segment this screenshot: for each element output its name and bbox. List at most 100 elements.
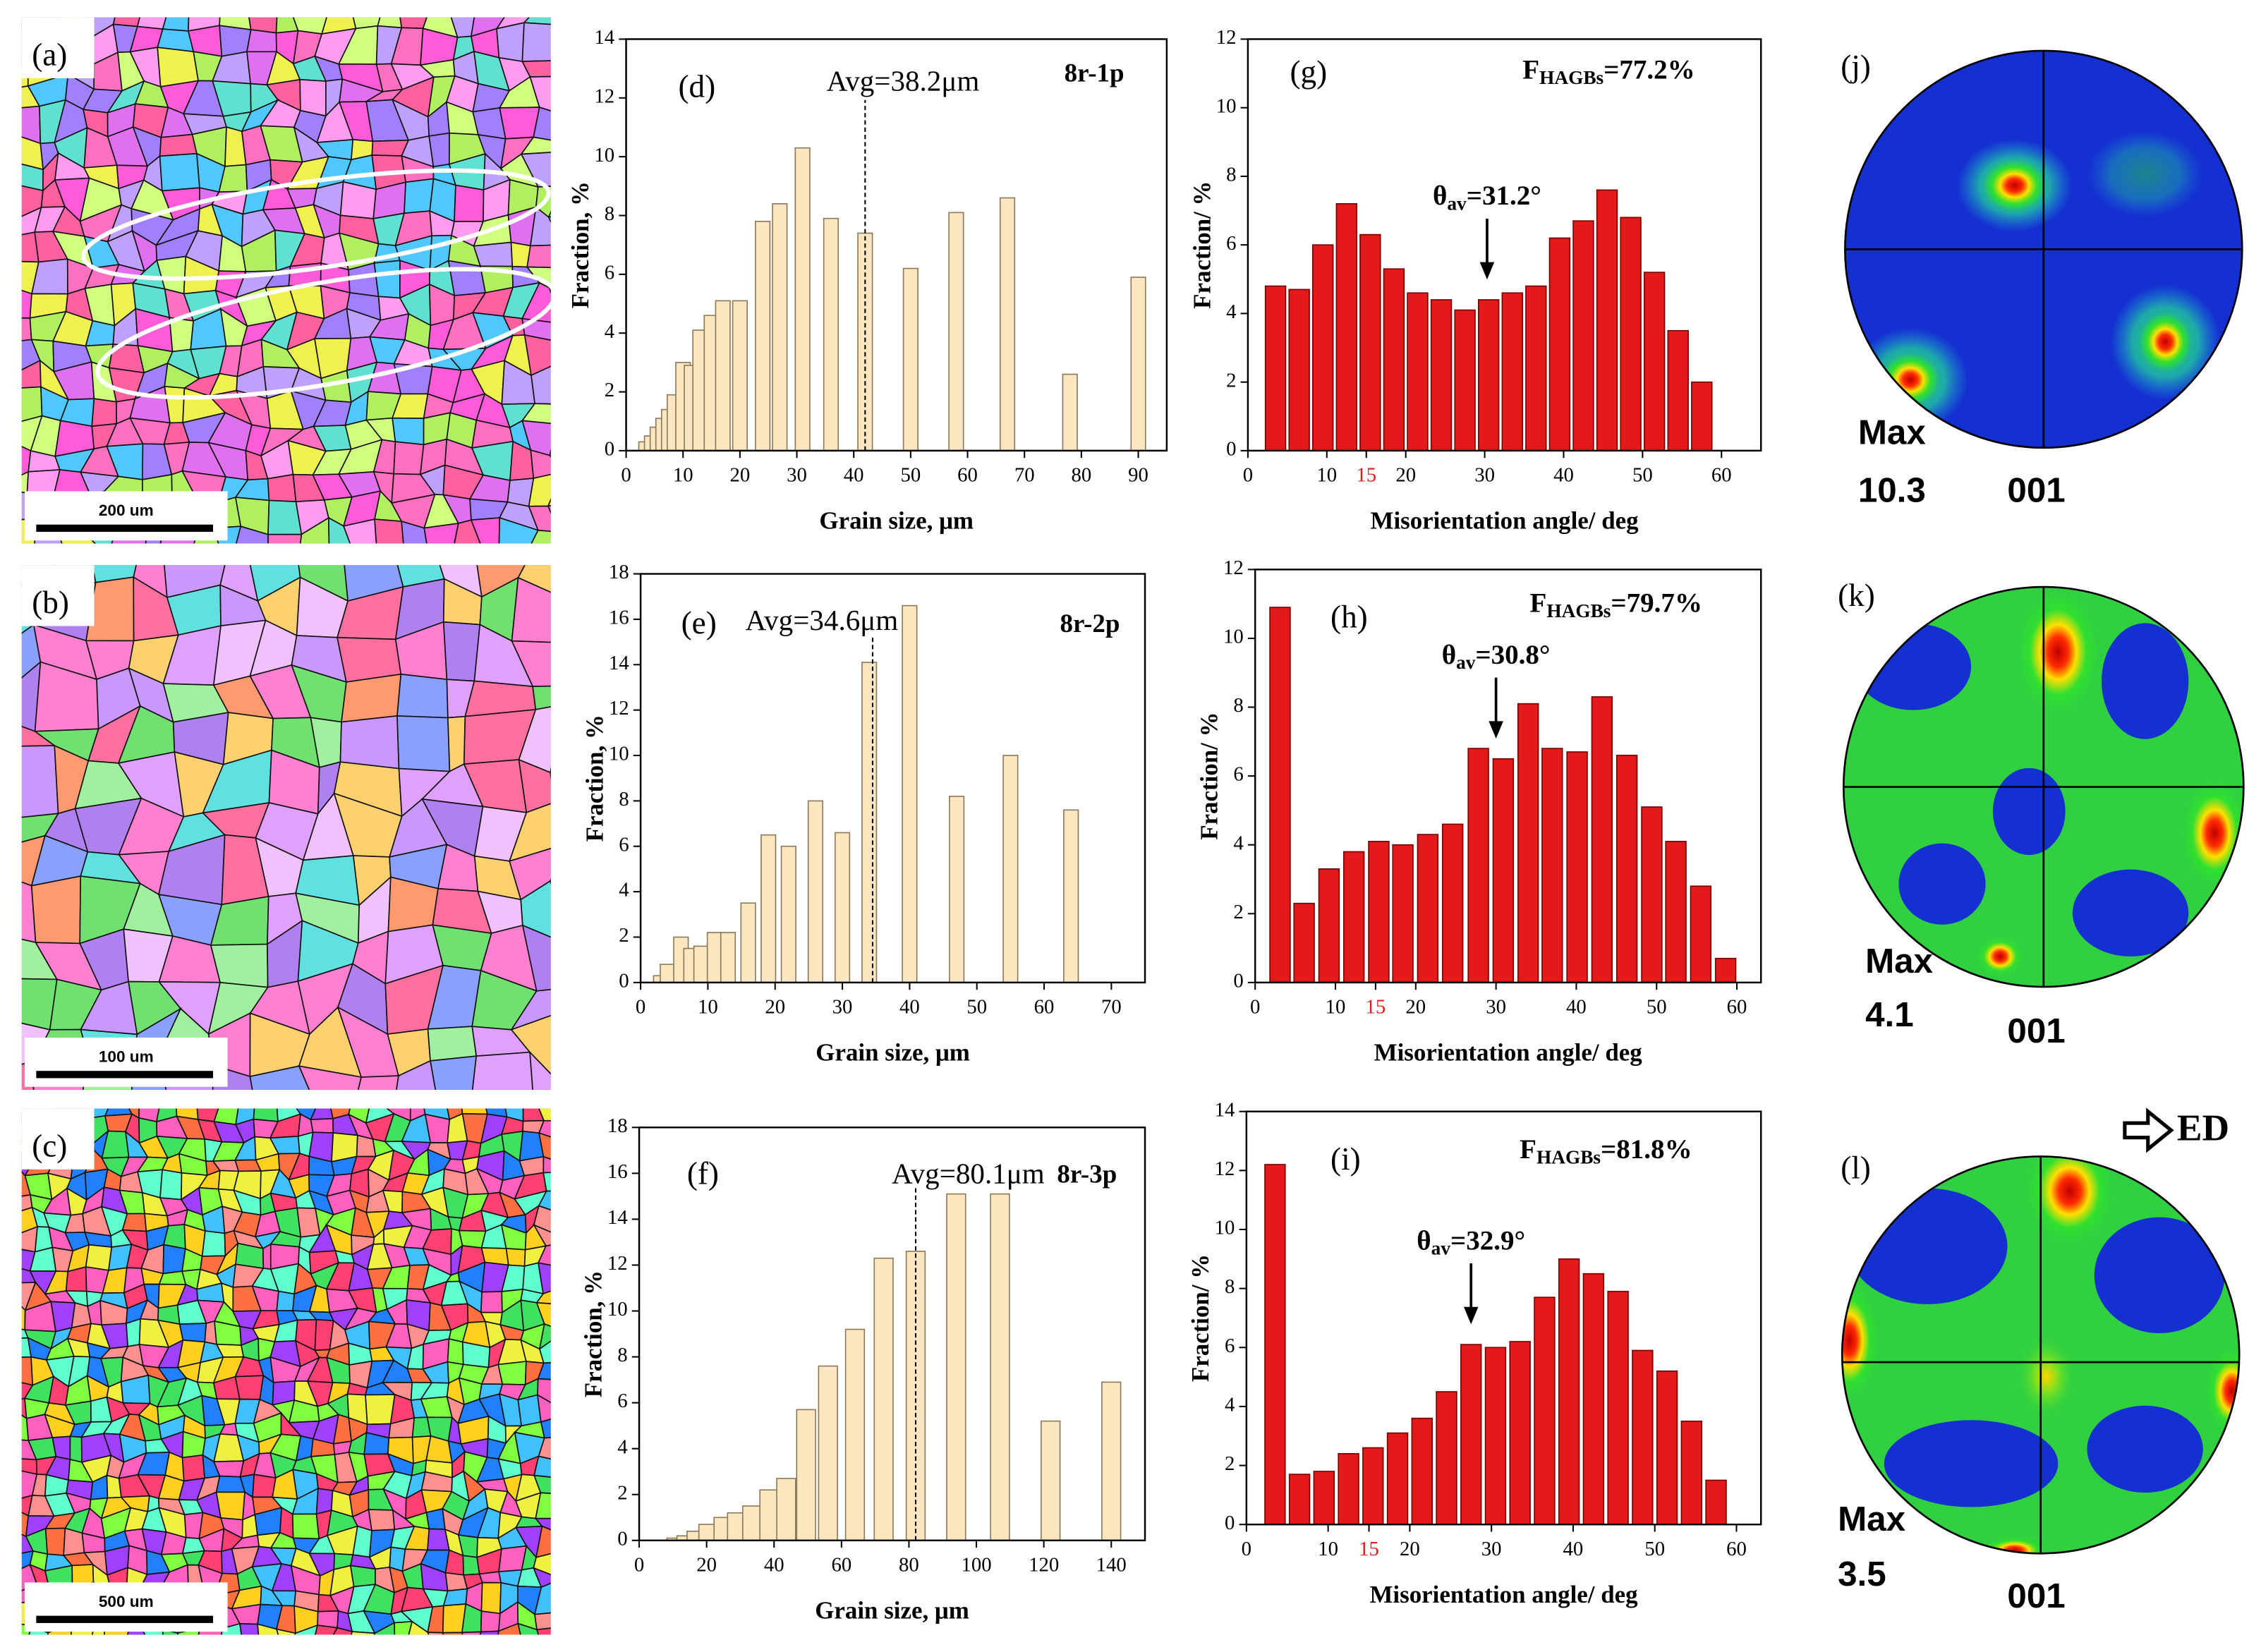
grain bbox=[215, 1491, 246, 1521]
bar bbox=[1293, 902, 1315, 983]
bar bbox=[1616, 755, 1638, 983]
panel-label: (b) bbox=[32, 585, 69, 620]
y-axis-label: Fraction, % bbox=[581, 715, 608, 842]
grain bbox=[529, 1050, 551, 1090]
theta-label: θav=32.9° bbox=[1417, 1225, 1525, 1259]
grain bbox=[520, 152, 551, 188]
grain bbox=[556, 1610, 581, 1632]
grain bbox=[294, 1624, 319, 1635]
y-tick-label: 10 bbox=[594, 144, 614, 166]
y-tick-label: 2 bbox=[605, 379, 614, 401]
bar bbox=[1392, 844, 1414, 983]
x-tick-label: 60 bbox=[1727, 995, 1747, 1018]
hagb-label-sub: HAGBs bbox=[1546, 600, 1611, 621]
grain bbox=[538, 1262, 551, 1295]
x-tick-label: 40 bbox=[1563, 1538, 1584, 1560]
grain bbox=[518, 758, 551, 814]
grain bbox=[253, 1108, 279, 1122]
grain bbox=[533, 107, 551, 141]
bar bbox=[1582, 1273, 1605, 1526]
grain bbox=[21, 1356, 34, 1386]
grain bbox=[21, 317, 32, 341]
y-tick-label: 6 bbox=[1225, 1335, 1235, 1357]
grain bbox=[442, 1588, 468, 1607]
grain bbox=[454, 184, 485, 222]
y-tick-label: 6 bbox=[1226, 232, 1236, 255]
grain bbox=[520, 136, 551, 155]
grain bbox=[21, 1414, 30, 1441]
theta-arrow-head bbox=[1479, 262, 1495, 280]
grain bbox=[550, 772, 551, 779]
grain bbox=[394, 1620, 413, 1635]
y-tick-label: 10 bbox=[1216, 95, 1237, 117]
x-axis-label: Misorientation angle/ deg bbox=[1369, 1581, 1638, 1608]
grain bbox=[479, 1630, 499, 1635]
grain bbox=[535, 1492, 551, 1519]
grain bbox=[178, 1323, 207, 1343]
bar bbox=[1665, 841, 1687, 983]
grain bbox=[552, 364, 590, 403]
bar bbox=[780, 845, 796, 983]
grain bbox=[528, 505, 551, 533]
plot-frame bbox=[625, 38, 1168, 452]
grain bbox=[547, 210, 551, 218]
y-axis-label: Fraction/ % bbox=[1187, 1254, 1214, 1382]
average-label: Avg=34.6μm bbox=[746, 604, 899, 636]
grain bbox=[533, 1205, 551, 1233]
bar bbox=[1338, 1453, 1359, 1526]
bar bbox=[1656, 1370, 1678, 1526]
grain bbox=[556, 1627, 584, 1648]
x-tick-label: 60 bbox=[831, 1553, 851, 1576]
bar bbox=[1620, 217, 1642, 451]
grain bbox=[553, 1470, 579, 1500]
grain bbox=[552, 1570, 581, 1586]
bar bbox=[720, 932, 737, 983]
grain bbox=[315, 1624, 339, 1635]
bar bbox=[1041, 1420, 1061, 1541]
grain bbox=[374, 518, 404, 544]
sample-tag: 8r-2p bbox=[1060, 609, 1120, 638]
bar bbox=[740, 902, 756, 983]
panel-label: (d) bbox=[679, 69, 716, 104]
x-tick-label: 0 bbox=[1243, 463, 1253, 486]
grain bbox=[396, 715, 451, 772]
bar bbox=[759, 1489, 780, 1541]
y-tick-label: 2 bbox=[619, 924, 629, 947]
grain bbox=[408, 1620, 430, 1635]
y-tick-label: 14 bbox=[607, 1206, 628, 1229]
ebsd-map bbox=[21, 565, 551, 1090]
grain bbox=[473, 241, 514, 267]
grain bbox=[521, 924, 551, 992]
y-tick-label: 6 bbox=[1233, 763, 1243, 786]
x-tick-label: 60 bbox=[1711, 463, 1732, 486]
bar bbox=[1454, 309, 1476, 451]
grain bbox=[554, 1172, 578, 1191]
bar bbox=[1641, 806, 1663, 983]
grain bbox=[532, 1567, 551, 1589]
grain bbox=[509, 989, 551, 1031]
panel-label: (e) bbox=[681, 605, 717, 640]
grain bbox=[554, 1378, 581, 1404]
x-axis-label: Misorientation angle/ deg bbox=[1374, 1039, 1643, 1067]
grain bbox=[559, 1436, 576, 1462]
bar bbox=[1690, 885, 1712, 983]
bar bbox=[660, 964, 676, 983]
scale-label: 100 um bbox=[99, 1048, 154, 1066]
grain bbox=[559, 1519, 578, 1534]
bar bbox=[1417, 834, 1439, 983]
bar bbox=[1101, 1381, 1122, 1541]
y-tick-label: 12 bbox=[607, 1252, 628, 1275]
grain bbox=[557, 1417, 575, 1437]
grain bbox=[447, 715, 466, 772]
grain bbox=[497, 1361, 527, 1385]
grain bbox=[221, 1622, 242, 1635]
grain bbox=[562, 314, 578, 344]
grain bbox=[252, 1474, 277, 1498]
bar bbox=[902, 605, 918, 983]
panel-label: (k) bbox=[1838, 578, 1875, 613]
bar bbox=[1484, 1347, 1507, 1526]
x-tick-label: 120 bbox=[1029, 1553, 1059, 1576]
x-tick-label: 20 bbox=[729, 463, 750, 486]
bar bbox=[946, 1193, 966, 1541]
x-tick-label: 50 bbox=[966, 995, 987, 1018]
